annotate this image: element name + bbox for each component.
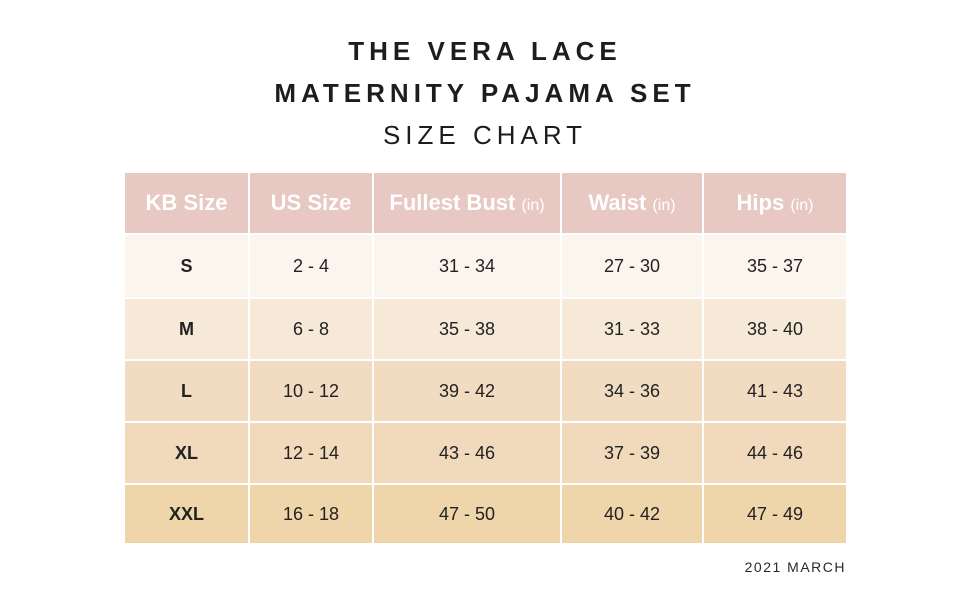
header-label: KB Size (145, 190, 228, 215)
cell-kb-size: S (125, 234, 250, 299)
cell-us-size: 12 - 14 (249, 422, 374, 485)
cell-hips: 35 - 37 (703, 234, 846, 299)
date-footnote: 2021 MARCH (744, 559, 846, 575)
cell-waist: 34 - 36 (561, 360, 704, 423)
cell-bust: 39 - 42 (373, 360, 562, 423)
cell-us-size: 16 - 18 (249, 484, 374, 543)
title-line-product: THE VERA LACE (348, 36, 622, 66)
cell-bust: 35 - 38 (373, 298, 562, 361)
table-row: XL 12 - 14 43 - 46 37 - 39 44 - 46 (125, 422, 846, 485)
header-hips: Hips (in) (703, 173, 846, 235)
header-unit: (in) (521, 197, 545, 214)
header-label: US Size (270, 190, 352, 215)
title-line-size-chart: SIZE CHART (382, 120, 588, 150)
cell-bust: 47 - 50 (373, 484, 562, 543)
cell-waist: 40 - 42 (561, 484, 704, 543)
cell-kb-size: XXL (125, 484, 250, 543)
chart-title: THE VERA LACE MATERNITY PAJAMA SET SIZE … (0, 30, 970, 156)
cell-hips: 41 - 43 (703, 360, 846, 423)
cell-waist: 27 - 30 (561, 234, 704, 299)
table-row: M 6 - 8 35 - 38 31 - 33 38 - 40 (125, 298, 846, 361)
header-unit: (in) (790, 197, 814, 214)
cell-bust: 31 - 34 (373, 234, 562, 299)
cell-bust: 43 - 46 (373, 422, 562, 485)
cell-kb-size: XL (125, 422, 250, 485)
cell-kb-size: L (125, 360, 250, 423)
cell-us-size: 6 - 8 (249, 298, 374, 361)
table-row: L 10 - 12 39 - 42 34 - 36 41 - 43 (125, 360, 846, 423)
cell-hips: 38 - 40 (703, 298, 846, 361)
cell-us-size: 2 - 4 (249, 234, 374, 299)
size-table: KB Size US Size Fullest Bust (in) Waist … (125, 173, 846, 543)
cell-kb-size: M (125, 298, 250, 361)
cell-hips: 44 - 46 (703, 422, 846, 485)
table-header-row: KB Size US Size Fullest Bust (in) Waist … (125, 173, 846, 235)
title-line-set: MATERNITY PAJAMA SET (274, 78, 696, 108)
header-label: Waist (588, 190, 647, 215)
table-row: XXL 16 - 18 47 - 50 40 - 42 47 - 49 (125, 484, 846, 543)
cell-waist: 37 - 39 (561, 422, 704, 485)
header-label: Hips (736, 190, 785, 215)
cell-waist: 31 - 33 (561, 298, 704, 361)
table-row: S 2 - 4 31 - 34 27 - 30 35 - 37 (125, 234, 846, 299)
header-kb-size: KB Size (125, 173, 250, 235)
header-unit: (in) (652, 197, 676, 214)
header-label: Fullest Bust (389, 190, 516, 215)
header-fullest-bust: Fullest Bust (in) (373, 173, 562, 235)
cell-hips: 47 - 49 (703, 484, 846, 543)
cell-us-size: 10 - 12 (249, 360, 374, 423)
header-waist: Waist (in) (561, 173, 704, 235)
header-us-size: US Size (249, 173, 374, 235)
